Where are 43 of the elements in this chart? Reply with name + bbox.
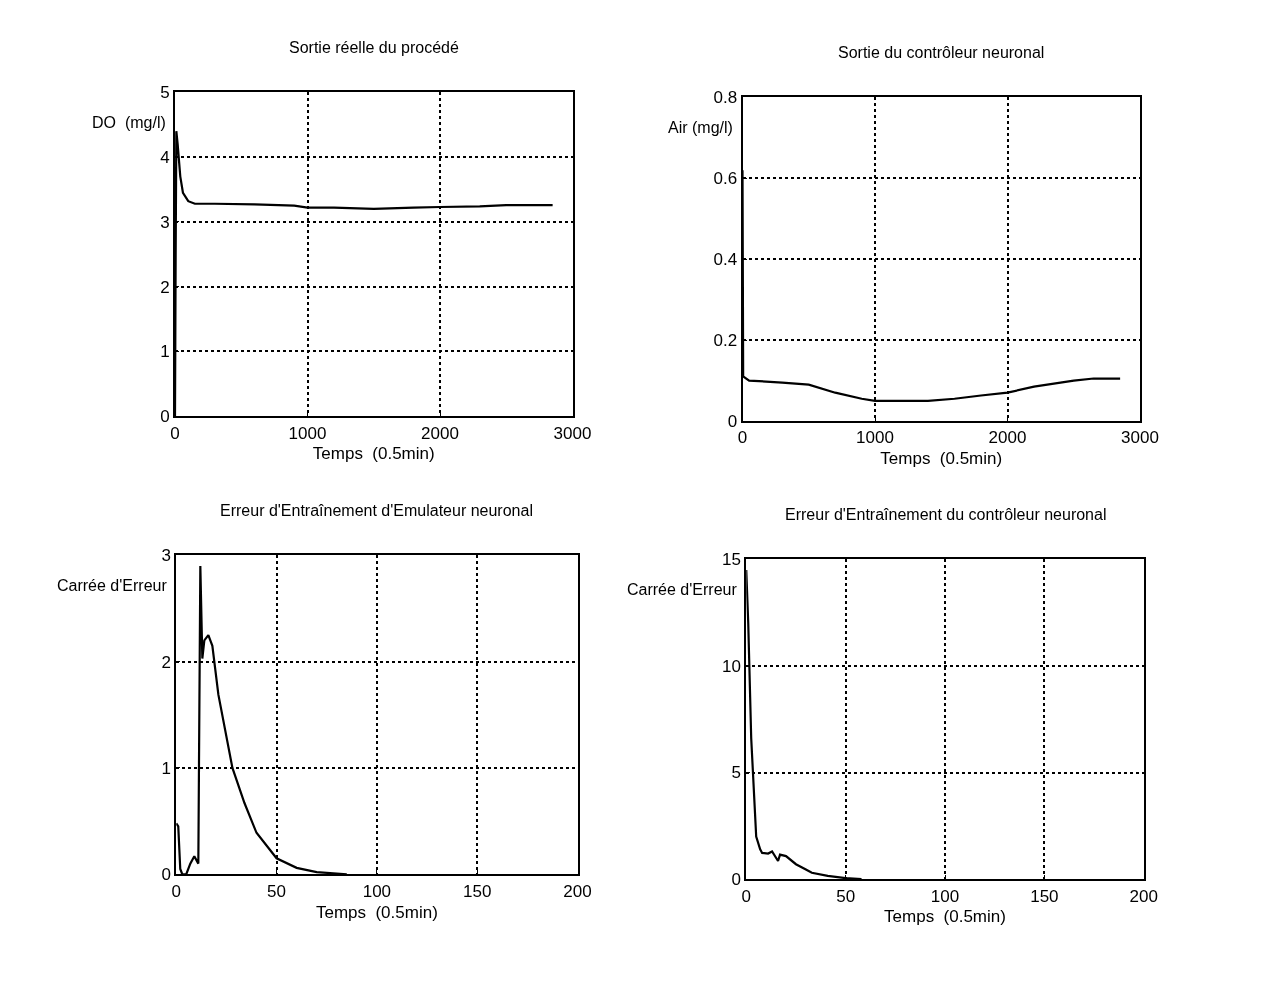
y-axis-title: Air (mg/l) [668,119,733,136]
x-tick-label: 50 [267,881,287,901]
y-tick-label: 15 [721,550,741,570]
y-tick-label: 1 [161,758,171,778]
x-tick-label: 100 [930,886,960,906]
x-tick-label: 3000 [553,423,592,443]
y-tick-label: 2 [161,652,171,672]
chart-title: Erreur d'Entraînement d'Emulateur neuronal [220,502,533,519]
x-tick-label: 150 [463,881,492,901]
y-tick-label: 0 [161,865,171,885]
x-tick-label: 150 [1030,886,1059,906]
x-tick-label: 3000 [1121,428,1159,448]
y-tick-label: 1 [160,342,170,362]
y-tick-label: 0.6 [713,169,738,189]
x-axis-title: Temps (0.5min) [880,449,1003,469]
x-axis-title: Temps (0.5min) [312,444,435,464]
y-tick-label: 5 [731,763,741,783]
x-tick-label: 200 [1129,886,1158,906]
x-axis-title: Temps (0.5min) [315,902,438,922]
y-tick-label: 3 [161,546,171,566]
y-tick-label: 5 [160,83,170,103]
x-tick-label: 2000 [988,428,1027,448]
chart-title: Sortie réelle du procédé [289,39,459,56]
y-axis-title: Carrée d'Erreur [57,577,168,594]
y-tick-label: 2 [160,277,170,297]
y-tick-label: 0.8 [713,88,738,108]
x-tick-label: 1000 [856,428,894,448]
y-axis-title: DO (mg/l) [92,114,166,131]
y-tick-label: 4 [160,148,170,168]
x-tick-label: 50 [836,886,856,906]
y-tick-label: 10 [721,656,741,676]
x-tick-label: 1000 [288,423,327,443]
chart-title: Sortie du contrôleur neuronal [838,44,1045,61]
y-tick-label: 3 [160,212,170,232]
x-tick-label: 200 [563,881,592,901]
y-tick-label: 0.4 [713,250,738,270]
y-tick-label: 0.2 [713,331,738,351]
x-tick-label: 2000 [421,423,459,443]
x-axis-title: Temps (0.5min) [884,907,1006,927]
chart-title: Erreur d'Entraînement du contrôleur neuronal [785,506,1107,523]
y-tick-label: 0 [160,407,170,427]
x-tick-label: 100 [362,881,392,901]
y-axis-title: Carrée d'Erreur [627,581,738,598]
